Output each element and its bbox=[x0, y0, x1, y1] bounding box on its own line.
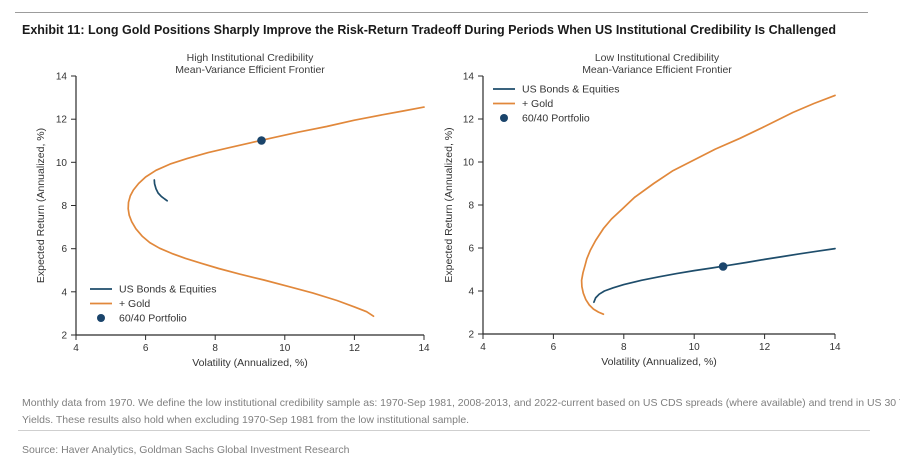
footnote: Monthly data from 1970. We define the lo… bbox=[22, 395, 900, 429]
legend-label-gold: + Gold bbox=[119, 298, 150, 310]
page-title: Exhibit 11: Long Gold Positions Sharply … bbox=[22, 23, 836, 37]
chart-title-line2: Mean-Variance Efficient Frontier bbox=[582, 64, 732, 76]
svg-text:14: 14 bbox=[829, 342, 841, 353]
legend-label-bonds-equities: US Bonds & Equities bbox=[119, 284, 216, 296]
svg-text:8: 8 bbox=[468, 201, 474, 212]
legend-label-6040: 60/40 Portfolio bbox=[522, 113, 590, 125]
chart-title-line2: Mean-Variance Efficient Frontier bbox=[175, 64, 325, 76]
svg-text:4: 4 bbox=[61, 287, 67, 298]
y-axis-title: Expected Return (Annualized, %) bbox=[443, 127, 455, 282]
y-axis-title: Expected Return (Annualized, %) bbox=[35, 128, 47, 283]
svg-text:10: 10 bbox=[463, 158, 475, 169]
svg-text:10: 10 bbox=[279, 343, 291, 354]
chart-title-line1: High Institutional Credibility bbox=[187, 52, 314, 64]
top-rule bbox=[15, 12, 868, 13]
svg-text:10: 10 bbox=[689, 342, 701, 353]
svg-text:12: 12 bbox=[349, 343, 361, 354]
footnote-line2: Yields. These results also hold when exc… bbox=[22, 414, 470, 426]
svg-text:2: 2 bbox=[468, 330, 474, 341]
svg-text:6: 6 bbox=[61, 244, 67, 255]
svg-text:4: 4 bbox=[468, 287, 474, 298]
svg-text:6: 6 bbox=[468, 244, 474, 255]
legend-dot-6040 bbox=[500, 114, 508, 122]
x-tick-labels: 4 6 8 10 12 14 bbox=[480, 342, 841, 353]
legend-dot-6040 bbox=[97, 314, 105, 322]
y-tick-labels: 14 12 10 8 6 4 2 bbox=[463, 72, 475, 341]
svg-text:14: 14 bbox=[463, 72, 475, 83]
series-us-bonds-equities bbox=[153, 179, 169, 202]
series-plus-gold bbox=[127, 106, 425, 318]
svg-text:8: 8 bbox=[61, 201, 67, 212]
legend: US Bonds & Equities + Gold 60/40 Portfol… bbox=[493, 84, 619, 125]
svg-text:8: 8 bbox=[212, 343, 218, 354]
svg-text:14: 14 bbox=[418, 343, 430, 354]
svg-text:10: 10 bbox=[56, 158, 68, 169]
y-tick-labels: 14 12 10 8 6 4 2 bbox=[56, 72, 68, 342]
svg-text:4: 4 bbox=[480, 342, 486, 353]
svg-text:14: 14 bbox=[56, 72, 68, 83]
svg-text:6: 6 bbox=[143, 343, 149, 354]
svg-text:12: 12 bbox=[759, 342, 771, 353]
legend: US Bonds & Equities + Gold 60/40 Portfol… bbox=[90, 284, 216, 325]
legend-label-6040: 60/40 Portfolio bbox=[119, 313, 187, 325]
60-40-portfolio-marker bbox=[718, 262, 728, 271]
chart-high-credibility: High Institutional Credibility Mean-Vari… bbox=[35, 52, 430, 369]
60-40-portfolio-marker bbox=[257, 136, 266, 145]
svg-text:12: 12 bbox=[463, 115, 475, 126]
svg-text:4: 4 bbox=[73, 343, 79, 354]
footnote-line1: Monthly data from 1970. We define the lo… bbox=[22, 397, 900, 409]
series-us-bonds-equities bbox=[593, 247, 836, 304]
svg-text:8: 8 bbox=[621, 342, 627, 353]
bottom-divider bbox=[18, 430, 870, 431]
svg-text:12: 12 bbox=[56, 115, 68, 126]
svg-text:2: 2 bbox=[61, 331, 67, 342]
x-axis-title: Volatility (Annualized, %) bbox=[192, 357, 308, 369]
chart-title-line1: Low Institutional Credibility bbox=[595, 52, 720, 64]
y-tick-marks bbox=[478, 75, 483, 335]
x-tick-labels: 4 6 8 10 12 14 bbox=[73, 343, 430, 354]
source-line: Source: Haver Analytics, Goldman Sachs G… bbox=[22, 444, 350, 456]
y-tick-marks bbox=[71, 75, 76, 336]
x-tick-marks bbox=[482, 334, 836, 339]
series-plus-gold bbox=[580, 94, 836, 316]
x-tick-marks bbox=[75, 335, 425, 340]
legend-label-gold: + Gold bbox=[522, 98, 553, 110]
x-axis-title: Volatility (Annualized, %) bbox=[601, 356, 717, 368]
svg-text:6: 6 bbox=[551, 342, 557, 353]
chart-low-credibility: Low Institutional Credibility Mean-Varia… bbox=[443, 52, 841, 368]
legend-label-bonds-equities: US Bonds & Equities bbox=[522, 84, 619, 96]
